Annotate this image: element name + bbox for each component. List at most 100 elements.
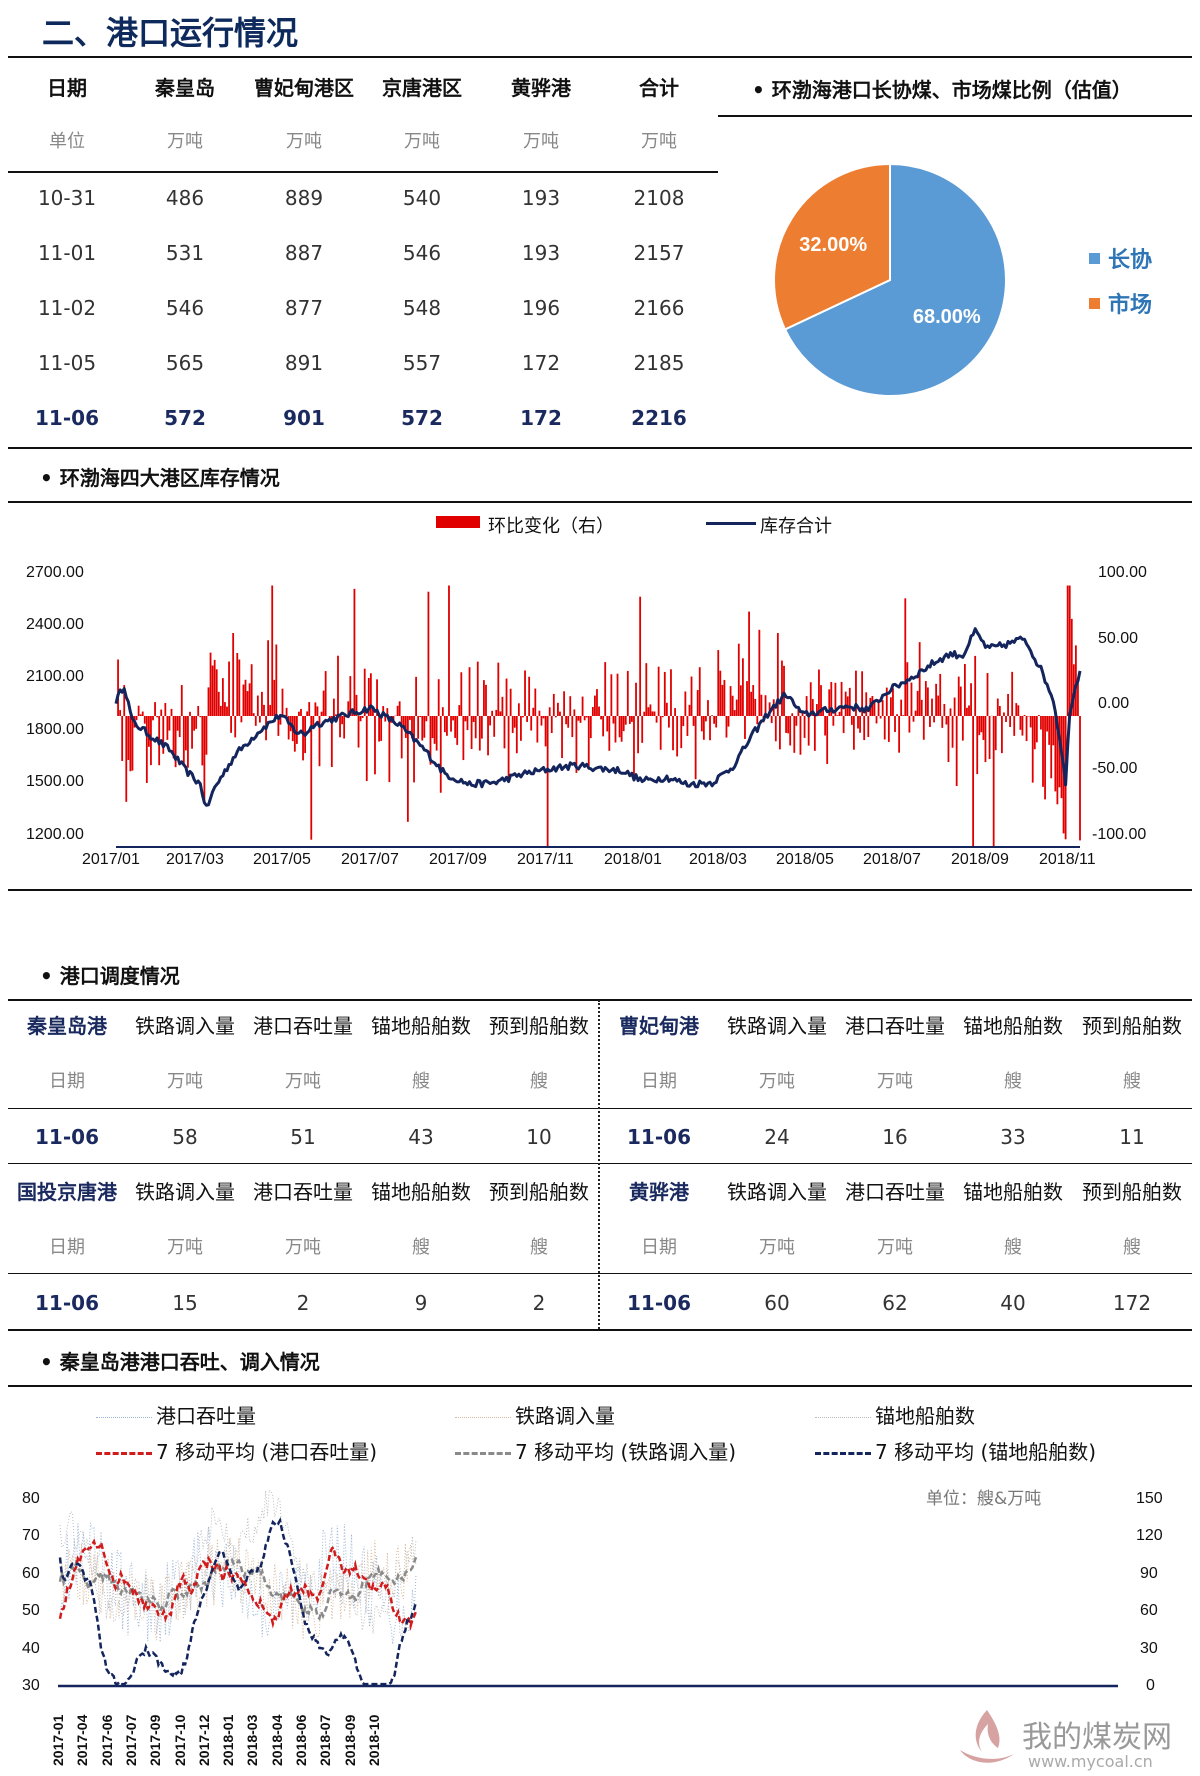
change-bar — [505, 678, 508, 716]
change-bar — [992, 716, 995, 847]
col-header: 预到船舶数 — [489, 1180, 589, 1204]
x-tick: 2018-07 — [317, 1714, 334, 1766]
change-bar — [1070, 618, 1073, 716]
header-total: 合计 — [639, 76, 679, 100]
change-bar — [972, 716, 975, 847]
change-bar — [141, 711, 144, 716]
y-right-tick: 50.00 — [1098, 630, 1139, 647]
change-bar — [287, 716, 290, 740]
unit-cell: 万吨 — [641, 131, 677, 152]
value-cell: 172 — [1112, 1291, 1152, 1315]
change-bar — [953, 697, 956, 716]
y-left-tick: 1500.00 — [26, 773, 84, 790]
unit-cell: 万吨 — [286, 131, 322, 152]
table-cell: 877 — [284, 296, 324, 320]
legend-line-icon — [455, 1452, 511, 1455]
change-bar — [850, 716, 853, 725]
change-bar — [433, 716, 436, 744]
change-bar — [501, 696, 504, 716]
change-bar — [542, 716, 545, 719]
x-tick: 2018-09 — [341, 1714, 358, 1766]
change-bar — [904, 598, 907, 716]
change-bar — [916, 690, 919, 716]
change-bar — [129, 716, 132, 772]
change-bar — [193, 716, 196, 731]
change-bar — [577, 716, 580, 721]
change-bar — [873, 700, 876, 716]
change-bar — [446, 716, 448, 736]
change-bar — [715, 716, 718, 728]
change-bar — [729, 686, 732, 716]
header-qhd: 秦皇岛 — [155, 76, 215, 100]
change-bar — [807, 716, 810, 746]
change-bar — [959, 686, 962, 716]
dispatch-title: • 港口调度情况 — [40, 964, 180, 988]
change-bar — [443, 716, 446, 733]
change-bar — [131, 716, 134, 771]
change-bar — [548, 707, 551, 716]
change-bar — [462, 716, 465, 761]
change-bar — [468, 667, 471, 716]
pie-slice-long-term — [783, 162, 1007, 397]
change-bar — [269, 704, 272, 716]
change-bar — [536, 716, 539, 743]
change-bar — [472, 716, 475, 723]
change-bar — [228, 661, 230, 716]
change-bar — [127, 716, 130, 761]
change-bar — [404, 716, 407, 738]
change-bar — [156, 716, 159, 718]
change-bar — [359, 716, 362, 722]
change-bar — [398, 701, 401, 716]
legend-label: 锚地船舶数 — [875, 1404, 975, 1428]
change-bar — [996, 698, 999, 716]
change-bar — [661, 716, 664, 718]
change-bar — [1007, 693, 1009, 716]
date-cell: 11-06 — [627, 1125, 691, 1149]
table-divider — [8, 171, 718, 173]
change-bar — [1011, 671, 1014, 716]
change-bar — [1019, 716, 1022, 730]
change-bar — [178, 716, 181, 738]
value-cell: 40 — [1000, 1291, 1026, 1315]
x-tick: 2017-10 — [171, 1714, 188, 1766]
legend-swatch-long-term — [1089, 253, 1100, 264]
unit-cell: 艘 — [1123, 1237, 1141, 1258]
table-cell: 172 — [521, 351, 561, 375]
throughput-line — [59, 1522, 417, 1645]
coal-flame-logo — [960, 1710, 1014, 1763]
change-bar — [832, 716, 835, 726]
y-left-tick: 2100.00 — [26, 668, 84, 685]
legend-ma-throughput: 7 移动平均 (港口吞吐量) — [96, 1436, 377, 1465]
change-bar — [735, 699, 738, 716]
unit-cell: 艘 — [412, 1237, 430, 1258]
unit-cell: 万吨 — [285, 1071, 321, 1092]
unit-cell: 日期 — [641, 1237, 677, 1258]
change-bar — [302, 716, 304, 761]
table-cell: 565 — [165, 351, 205, 375]
change-bar — [900, 699, 903, 716]
y-left-tick: 80 — [22, 1490, 40, 1507]
change-bar — [320, 711, 323, 716]
change-bar — [263, 704, 265, 716]
change-bar — [160, 709, 163, 716]
change-bar — [653, 711, 656, 716]
change-bar — [633, 716, 635, 780]
change-bar — [830, 681, 833, 716]
change-bar — [865, 692, 868, 716]
col-header: 锚地船舶数 — [963, 1180, 1063, 1204]
change-bar — [748, 611, 750, 716]
unit-cell: 艘 — [530, 1237, 548, 1258]
change-bar — [392, 716, 395, 720]
change-bar — [744, 716, 746, 739]
col-header: 锚地船舶数 — [963, 1014, 1063, 1038]
change-bar — [813, 716, 816, 751]
change-bar — [279, 716, 282, 725]
change-bar — [162, 716, 165, 754]
change-bar — [365, 716, 368, 782]
change-bar — [240, 716, 243, 723]
col-header: 港口吞吐量 — [253, 1014, 353, 1038]
legend-label-long-term: 长协 — [1108, 248, 1153, 273]
change-bar — [489, 716, 491, 726]
change-bar — [217, 691, 220, 716]
change-bar — [513, 716, 516, 728]
